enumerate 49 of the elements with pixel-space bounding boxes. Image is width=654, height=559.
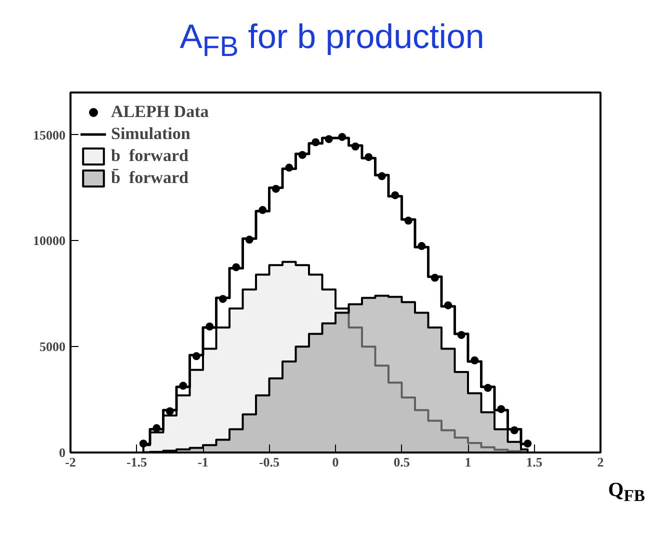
point [192, 352, 200, 360]
point [152, 424, 161, 432]
legend-label: b forward [111, 146, 188, 166]
point [364, 153, 373, 162]
point [510, 426, 518, 434]
point [206, 322, 214, 330]
point [444, 301, 452, 310]
y-tick-label: 15000 [33, 127, 66, 142]
point [497, 405, 506, 414]
point [258, 206, 267, 214]
x-tick-label: 1.5 [526, 454, 543, 470]
point [312, 138, 320, 146]
y-tick-label: 0 [59, 445, 66, 460]
point [391, 191, 400, 200]
point [324, 135, 333, 144]
x-tick-label: -1.5 [126, 454, 148, 470]
x-axis-title: Q$_{FB}$ [608, 478, 645, 507]
legend-label: ALEPH Data [111, 102, 209, 122]
x-tick-label: 1 [464, 454, 472, 470]
chart-title: A$_{FB}$ for b production [180, 17, 484, 65]
x-tick-label: -1 [198, 454, 208, 470]
x-tick-label: 0.5 [394, 454, 410, 470]
point [470, 356, 479, 364]
point [338, 132, 346, 141]
point [524, 440, 532, 448]
point [139, 440, 148, 448]
point [232, 263, 240, 272]
y-tick-label: 10000 [33, 233, 66, 248]
point [378, 172, 386, 180]
point [418, 242, 426, 250]
point [404, 216, 412, 225]
point [430, 274, 439, 282]
point [484, 384, 492, 392]
point [245, 236, 254, 244]
point [166, 407, 174, 416]
point [272, 184, 280, 193]
y-tick-label: 5000 [40, 339, 66, 354]
x-tick-label: 2 [597, 454, 604, 470]
point [457, 330, 466, 339]
point [179, 382, 188, 390]
point [351, 142, 360, 150]
point [218, 294, 227, 303]
x-tick-label: -0.5 [258, 454, 280, 470]
x-tick-label: 0 [332, 454, 339, 470]
point [298, 150, 306, 159]
point [285, 164, 294, 172]
legend-label: b̄ forward [111, 168, 188, 188]
x-tick-label: -2 [65, 454, 76, 470]
legend-label: Simulation [111, 124, 190, 144]
